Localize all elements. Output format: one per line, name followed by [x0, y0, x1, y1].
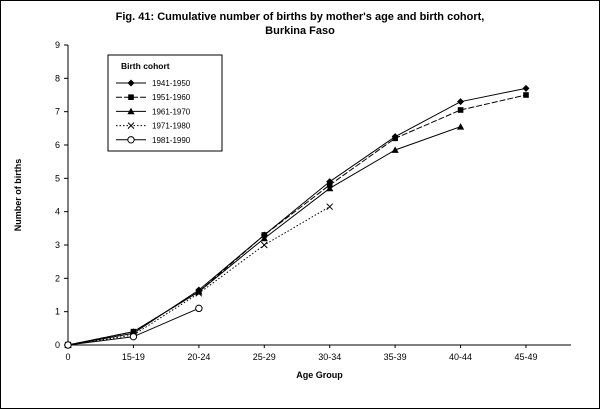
y-axis-ticks: 0 1 2 3 4 5 6 7 8 9 — [55, 40, 68, 350]
legend-item-1981-1990: 1981-1990 — [116, 135, 191, 144]
svg-text:1971-1980: 1971-1980 — [152, 121, 191, 130]
svg-text:45-49: 45-49 — [514, 352, 537, 362]
svg-text:3: 3 — [55, 240, 60, 250]
line-chart: 0 1 2 3 4 5 6 7 8 9 0 15-19 20-24 25-29 30-34 35-39 40-4… — [13, 40, 571, 380]
chart-title: Fig. 41: Cumulative number of births by … — [1, 1, 599, 39]
svg-text:8: 8 — [55, 73, 60, 83]
legend-title: Birth cohort — [121, 61, 170, 71]
svg-text:30-34: 30-34 — [318, 352, 341, 362]
svg-text:15-19: 15-19 — [122, 352, 145, 362]
svg-text:6: 6 — [55, 140, 60, 150]
svg-text:1: 1 — [55, 306, 60, 316]
svg-text:9: 9 — [55, 40, 60, 50]
series-1981-1990 — [64, 304, 203, 349]
legend-item-1941-1950: 1941-1950 — [116, 79, 191, 88]
chart-title-line2: Burkina Faso — [265, 25, 335, 38]
svg-text:25-29: 25-29 — [253, 352, 276, 362]
svg-text:35-39: 35-39 — [384, 352, 407, 362]
svg-text:0: 0 — [55, 340, 60, 350]
y-axis-title: Number of births — [13, 158, 23, 231]
series-1971-1980 — [64, 202, 334, 348]
svg-text:1951-1960: 1951-1960 — [152, 93, 191, 102]
svg-text:20-24: 20-24 — [187, 352, 210, 362]
legend: Birth cohort 1941-1950 1951-1960 1961-1970 1… — [107, 54, 223, 152]
chart-title-line1: Fig. 41: Cumulative number of births by … — [115, 11, 485, 23]
svg-text:2: 2 — [55, 273, 60, 283]
svg-text:5: 5 — [55, 173, 60, 183]
svg-text:1981-1990: 1981-1990 — [152, 135, 191, 144]
x-axis-title: Age Group — [296, 370, 343, 380]
legend-item-1951-1960: 1951-1960 — [116, 93, 191, 102]
svg-text:40-44: 40-44 — [449, 352, 472, 362]
svg-text:0: 0 — [65, 352, 70, 362]
legend-item-1961-1970: 1961-1970 — [116, 107, 191, 116]
svg-text:4: 4 — [55, 206, 60, 216]
svg-text:1961-1970: 1961-1970 — [152, 107, 191, 116]
svg-text:1941-1950: 1941-1950 — [152, 79, 191, 88]
x-axis-ticks: 0 15-19 20-24 25-29 30-34 35-39 40-44 45-49 — [65, 344, 538, 362]
series-1961-1970 — [64, 122, 465, 348]
axes — [67, 44, 571, 346]
svg-text:7: 7 — [55, 106, 60, 116]
legend-item-1971-1980: 1971-1980 — [116, 121, 191, 130]
